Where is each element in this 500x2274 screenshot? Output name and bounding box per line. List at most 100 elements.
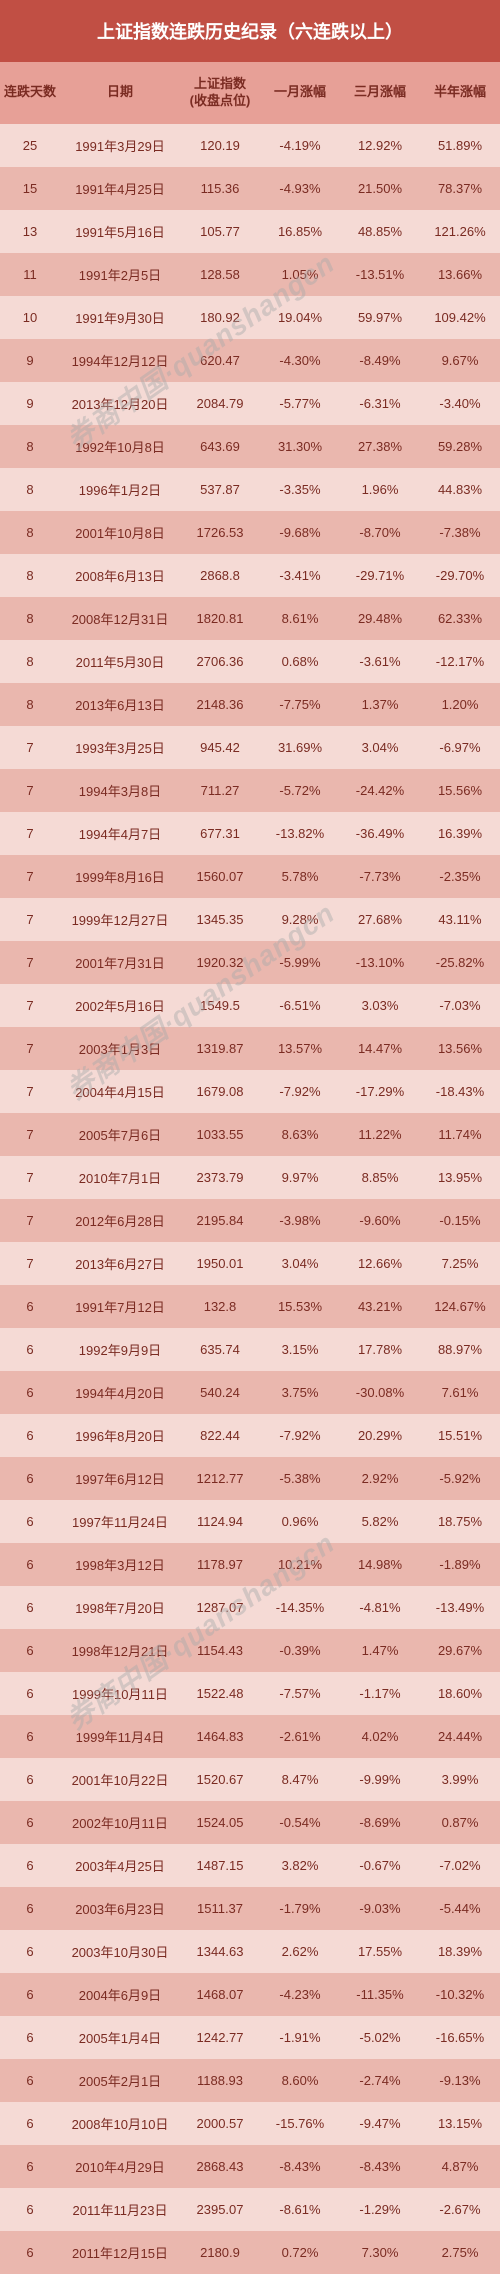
table-row: 111991年2月5日128.581.05%-13.51%13.66% <box>0 253 500 296</box>
table-cell: -8.49% <box>340 339 420 382</box>
table-cell: -6.51% <box>260 984 340 1027</box>
table-cell: 29.48% <box>340 597 420 640</box>
table-row: 72005年7月6日1033.558.63%11.22%11.74% <box>0 1113 500 1156</box>
table-cell: 1998年3月12日 <box>60 1543 180 1586</box>
table-cell: 15.53% <box>260 1285 340 1328</box>
table-cell: 9 <box>0 339 60 382</box>
table-cell: -9.99% <box>340 1758 420 1801</box>
table-cell: 2012年6月28日 <box>60 1199 180 1242</box>
table-cell: 8.47% <box>260 1758 340 1801</box>
table-cell: 18.60% <box>420 1672 500 1715</box>
table-cell: -2.35% <box>420 855 500 898</box>
table-cell: 48.85% <box>340 210 420 253</box>
table-cell: 635.74 <box>180 1328 260 1371</box>
table-row: 82008年12月31日1820.818.61%29.48%62.33% <box>0 597 500 640</box>
table-cell: 7 <box>0 726 60 769</box>
table-cell: -3.61% <box>340 640 420 683</box>
table-cell: 1992年10月8日 <box>60 425 180 468</box>
table-cell: -16.65% <box>420 2016 500 2059</box>
table-cell: 945.42 <box>180 726 260 769</box>
table-cell: 6 <box>0 1543 60 1586</box>
table-cell: 1999年10月11日 <box>60 1672 180 1715</box>
table-title: 上证指数连跌历史纪录（六连跌以上） <box>0 0 500 62</box>
table-cell: 2195.84 <box>180 1199 260 1242</box>
table-cell: 1.96% <box>340 468 420 511</box>
table-cell: 10.21% <box>260 1543 340 1586</box>
table-row: 61998年3月12日1178.9710.21%14.98%-1.89% <box>0 1543 500 1586</box>
table-cell: 1997年11月24日 <box>60 1500 180 1543</box>
table-cell: -0.39% <box>260 1629 340 1672</box>
table-cell: 2000.57 <box>180 2102 260 2145</box>
table-cell: 43.11% <box>420 898 500 941</box>
table-cell: 2373.79 <box>180 1156 260 1199</box>
table-cell: -5.99% <box>260 941 340 984</box>
table-cell: -12.17% <box>420 640 500 683</box>
table-cell: 25 <box>0 124 60 167</box>
table-cell: 6 <box>0 1973 60 2016</box>
table-cell: 2004年4月15日 <box>60 1070 180 1113</box>
table-cell: 14.47% <box>340 1027 420 1070</box>
table-cell: 3.15% <box>260 1328 340 1371</box>
table-cell: -5.92% <box>420 1457 500 1500</box>
table-cell: 9 <box>0 382 60 425</box>
table-cell: 24.44% <box>420 1715 500 1758</box>
table-body: 251991年3月29日120.19-4.19%12.92%51.89%1519… <box>0 124 500 2274</box>
table-cell: 2013年12月20日 <box>60 382 180 425</box>
table-cell: 13.95% <box>420 1156 500 1199</box>
table-cell: 1344.63 <box>180 1930 260 1973</box>
table-cell: 1998年12月21日 <box>60 1629 180 1672</box>
table-cell: -1.29% <box>340 2188 420 2231</box>
table-row: 101991年9月30日180.9219.04%59.97%109.42% <box>0 296 500 339</box>
table-cell: -36.49% <box>340 812 420 855</box>
table-cell: 6 <box>0 1887 60 1930</box>
table-cell: -7.57% <box>260 1672 340 1715</box>
table-cell: -13.51% <box>340 253 420 296</box>
table-cell: 8 <box>0 468 60 511</box>
table-cell: 20.29% <box>340 1414 420 1457</box>
column-header: 上证指数 (收盘点位) <box>180 62 260 124</box>
table-cell: 1.47% <box>340 1629 420 1672</box>
table-row: 62004年6月9日1468.07-4.23%-11.35%-10.32% <box>0 1973 500 2016</box>
column-header: 一月涨幅 <box>260 62 340 124</box>
table-cell: -7.75% <box>260 683 340 726</box>
table-cell: 6 <box>0 1672 60 1715</box>
table-cell: 1993年3月25日 <box>60 726 180 769</box>
table-cell: 1319.87 <box>180 1027 260 1070</box>
table-cell: 9.28% <box>260 898 340 941</box>
table-cell: 1996年1月2日 <box>60 468 180 511</box>
table-cell: 16.39% <box>420 812 500 855</box>
table-cell: 643.69 <box>180 425 260 468</box>
table-cell: 132.8 <box>180 1285 260 1328</box>
table-cell: 1.20% <box>420 683 500 726</box>
table-row: 62008年10月10日2000.57-15.76%-9.47%13.15% <box>0 2102 500 2145</box>
table-cell: 6 <box>0 1930 60 1973</box>
table-cell: 540.24 <box>180 1371 260 1414</box>
table-cell: 7 <box>0 1242 60 1285</box>
table-cell: -5.77% <box>260 382 340 425</box>
table-cell: 1999年11月4日 <box>60 1715 180 1758</box>
table-header-row: 连跌天数日期上证指数 (收盘点位)一月涨幅三月涨幅半年涨幅 <box>0 62 500 124</box>
table-row: 72013年6月27日1950.013.04%12.66%7.25% <box>0 1242 500 1285</box>
table-cell: 7.30% <box>340 2231 420 2274</box>
table-cell: -24.42% <box>340 769 420 812</box>
table-cell: 3.99% <box>420 1758 500 1801</box>
table-cell: 9.97% <box>260 1156 340 1199</box>
table-cell: -5.38% <box>260 1457 340 1500</box>
table-cell: -8.43% <box>340 2145 420 2188</box>
table-cell: -7.02% <box>420 1844 500 1887</box>
table-cell: 7 <box>0 812 60 855</box>
table-cell: -1.91% <box>260 2016 340 2059</box>
table-cell: 51.89% <box>420 124 500 167</box>
table-cell: 6 <box>0 1285 60 1328</box>
table-cell: 2706.36 <box>180 640 260 683</box>
table-row: 71999年8月16日1560.075.78%-7.73%-2.35% <box>0 855 500 898</box>
table-cell: -6.97% <box>420 726 500 769</box>
table-cell: -3.41% <box>260 554 340 597</box>
table-cell: 15.56% <box>420 769 500 812</box>
table-cell: -5.02% <box>340 2016 420 2059</box>
table-cell: 11.22% <box>340 1113 420 1156</box>
table-row: 82013年6月13日2148.36-7.75%1.37%1.20% <box>0 683 500 726</box>
table-cell: 8.63% <box>260 1113 340 1156</box>
table-cell: 1464.83 <box>180 1715 260 1758</box>
table-row: 81992年10月8日643.6931.30%27.38%59.28% <box>0 425 500 468</box>
